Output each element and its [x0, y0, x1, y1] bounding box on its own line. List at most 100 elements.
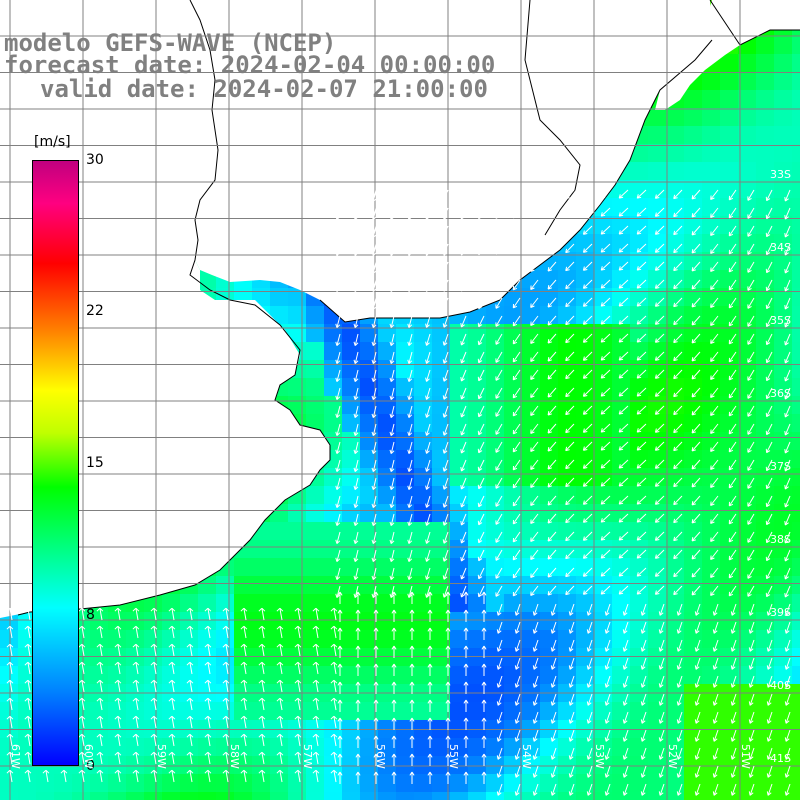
speed-cell: [756, 792, 774, 800]
wind-arrow: [481, 753, 487, 766]
speed-cell: [360, 558, 378, 576]
wind-arrow: [353, 333, 359, 347]
wind-arrow: [550, 639, 557, 652]
speed-cell: [594, 306, 612, 324]
speed-cell: [594, 540, 612, 558]
speed-cell: [540, 702, 558, 720]
speed-cell: [720, 90, 738, 108]
latitude-label: 33S: [770, 168, 791, 181]
speed-cell: [450, 666, 468, 684]
wind-arrow: [618, 189, 629, 199]
speed-cell: [486, 486, 504, 504]
speed-cell: [234, 666, 252, 684]
speed-cell: [234, 792, 252, 800]
speed-cell: [702, 486, 720, 504]
wind-arrow: [710, 333, 719, 344]
wind-arrow: [765, 441, 773, 454]
speed-cell: [486, 414, 504, 432]
wind-arrow: [600, 531, 611, 541]
speed-cell: [504, 522, 522, 540]
wind-arrow: [765, 297, 773, 310]
wind-arrow: [765, 477, 773, 490]
wind-arrow: [547, 585, 557, 596]
wind-arrow: [427, 717, 433, 730]
speed-cell: [486, 468, 504, 486]
speed-cell: [738, 522, 756, 540]
speed-cell: [486, 702, 504, 720]
wind-arrow: [425, 369, 431, 382]
speed-cell: [360, 522, 378, 540]
speed-cell: [702, 72, 720, 90]
speed-cell: [720, 756, 738, 774]
wind-arrow: [673, 207, 683, 218]
wind-arrow: [658, 765, 665, 778]
speed-cell: [756, 666, 774, 684]
speed-cell: [792, 198, 800, 216]
speed-cell: [468, 702, 486, 720]
wind-arrow: [330, 697, 338, 711]
wind-arrow: [530, 351, 539, 362]
wind-arrow: [691, 261, 701, 272]
speed-cell: [792, 162, 800, 180]
colorbar-tick-label: 30: [86, 152, 104, 168]
speed-cell: [306, 594, 324, 612]
speed-cell: [612, 360, 630, 378]
speed-cell: [180, 630, 198, 648]
wind-arrow: [355, 735, 361, 748]
wind-arrow: [512, 585, 521, 597]
wind-arrow: [512, 207, 521, 219]
wind-arrow: [463, 753, 469, 766]
speed-cell: [612, 756, 630, 774]
wind-arrow: [600, 333, 611, 343]
speed-cell: [342, 450, 360, 468]
speed-cell: [630, 702, 648, 720]
speed-cell: [198, 612, 216, 630]
wind-arrow: [495, 333, 503, 345]
wind-arrow: [78, 625, 86, 639]
speed-cell: [576, 432, 594, 450]
speed-cell: [432, 378, 450, 396]
wind-arrow: [784, 387, 791, 400]
wind-arrow: [658, 729, 665, 742]
wind-arrow: [712, 621, 719, 634]
wind-arrow: [495, 549, 503, 561]
wind-arrow: [710, 495, 719, 506]
speed-cell: [648, 108, 666, 126]
wind-arrow: [728, 531, 737, 543]
wind-arrow: [747, 189, 755, 201]
wind-arrow: [784, 495, 791, 508]
speed-cell: [252, 630, 270, 648]
wind-arrow: [691, 405, 701, 416]
wind-arrow: [600, 207, 611, 217]
wind-arrow: [391, 627, 397, 640]
speed-cell: [576, 702, 594, 720]
speed-cell: [450, 522, 468, 540]
wind-arrow: [353, 549, 359, 563]
speed-cell: [270, 522, 288, 540]
speed-cell: [396, 738, 414, 756]
speed-cell: [702, 234, 720, 252]
wind-arrow: [514, 729, 521, 742]
speed-cell: [414, 396, 432, 414]
wind-arrow: [389, 477, 395, 491]
wind-arrow: [24, 643, 32, 657]
speed-cell: [630, 342, 648, 360]
speed-cell: [414, 414, 432, 432]
speed-cell: [54, 774, 72, 792]
land-uruguay: [190, 0, 712, 322]
wind-arrow: [691, 351, 701, 362]
wind-arrow: [547, 441, 557, 452]
speed-cell: [0, 792, 18, 800]
speed-cell: [504, 594, 522, 612]
wind-arrow: [6, 697, 14, 711]
wind-arrow: [442, 207, 449, 220]
speed-cell: [774, 432, 792, 450]
speed-cell: [180, 612, 198, 630]
speed-cell: [432, 360, 450, 378]
speed-cell: [450, 432, 468, 450]
speed-cell: [702, 756, 720, 774]
wind-arrow: [673, 549, 683, 560]
wind-arrow: [168, 625, 176, 639]
wind-arrow: [530, 207, 539, 218]
wind-arrow: [547, 423, 557, 434]
